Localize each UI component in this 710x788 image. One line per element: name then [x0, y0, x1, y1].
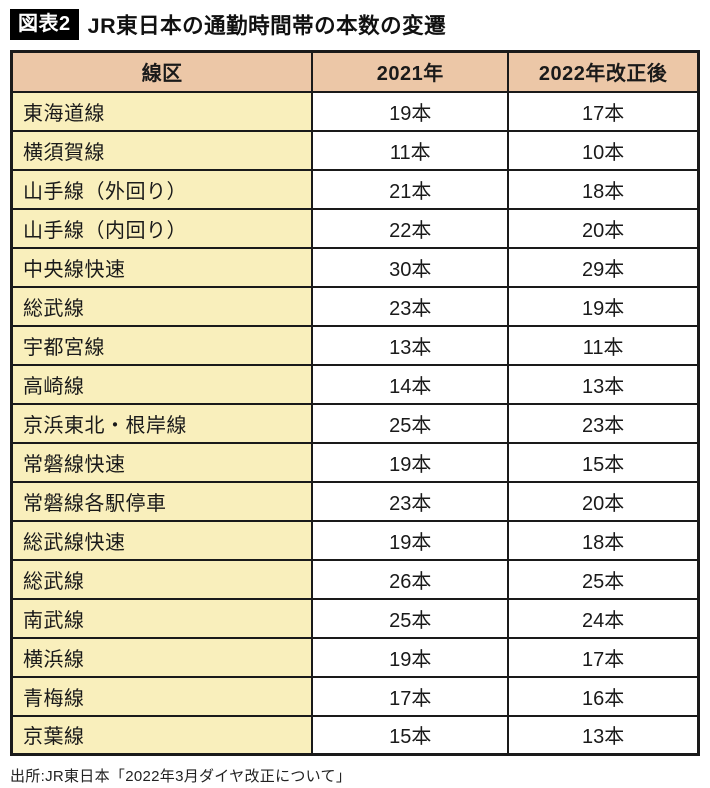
line-name-cell: 総武線快速	[10, 519, 314, 561]
line-name-cell: 横浜線	[10, 636, 314, 678]
table-row: 横須賀線 11本 10本	[10, 129, 700, 171]
table-row: 南武線 25本 24本	[10, 597, 700, 639]
table-row: 常磐線快速 19本 15本	[10, 441, 700, 483]
table-row: 横浜線 19本 17本	[10, 636, 700, 678]
line-name-cell: 常磐線快速	[10, 441, 314, 483]
count-2022-cell: 19本	[507, 285, 700, 327]
line-name-cell: 南武線	[10, 597, 314, 639]
figure-title: JR東日本の通勤時間帯の本数の変遷	[87, 13, 447, 38]
line-name-cell: 宇都宮線	[10, 324, 314, 366]
count-2022-cell: 18本	[507, 168, 700, 210]
column-header-2022-revised: 2022年改正後	[507, 50, 700, 93]
count-2021-cell: 25本	[311, 597, 510, 639]
table-row: 総武線 26本 25本	[10, 558, 700, 600]
count-2021-cell: 19本	[311, 636, 510, 678]
count-2021-cell: 14本	[311, 363, 510, 405]
count-2022-cell: 25本	[507, 558, 700, 600]
count-2021-cell: 19本	[311, 90, 510, 132]
count-2022-cell: 24本	[507, 597, 700, 639]
count-2021-cell: 23本	[311, 480, 510, 522]
count-2021-cell: 30本	[311, 246, 510, 288]
line-name-cell: 総武線	[10, 558, 314, 600]
line-name-cell: 横須賀線	[10, 129, 314, 171]
table-row: 山手線（外回り） 21本 18本	[10, 168, 700, 210]
count-2021-cell: 19本	[311, 441, 510, 483]
line-name-cell: 高崎線	[10, 363, 314, 405]
table-header: 線区 2021年 2022年改正後	[10, 50, 700, 93]
count-2022-cell: 20本	[507, 207, 700, 249]
count-2022-cell: 17本	[507, 90, 700, 132]
column-header-2021: 2021年	[311, 50, 510, 93]
count-2021-cell: 23本	[311, 285, 510, 327]
count-2022-cell: 20本	[507, 480, 700, 522]
count-2021-cell: 21本	[311, 168, 510, 210]
count-2022-cell: 29本	[507, 246, 700, 288]
count-2022-cell: 16本	[507, 675, 700, 717]
count-2021-cell: 19本	[311, 519, 510, 561]
table-row: 中央線快速 30本 29本	[10, 246, 700, 288]
count-2021-cell: 17本	[311, 675, 510, 717]
line-name-cell: 青梅線	[10, 675, 314, 717]
table-row: 総武線快速 19本 18本	[10, 519, 700, 561]
count-2021-cell: 26本	[311, 558, 510, 600]
count-2021-cell: 11本	[311, 129, 510, 171]
table-row: 青梅線 17本 16本	[10, 675, 700, 717]
count-2022-cell: 23本	[507, 402, 700, 444]
line-name-cell: 常磐線各駅停車	[10, 480, 314, 522]
count-2022-cell: 15本	[507, 441, 700, 483]
table-header-row: 線区 2021年 2022年改正後	[10, 50, 700, 93]
table-row: 総武線 23本 19本	[10, 285, 700, 327]
table-row: 山手線（内回り） 22本 20本	[10, 207, 700, 249]
count-2022-cell: 13本	[507, 714, 700, 756]
line-name-cell: 総武線	[10, 285, 314, 327]
line-name-cell: 東海道線	[10, 90, 314, 132]
count-2022-cell: 17本	[507, 636, 700, 678]
count-2022-cell: 18本	[507, 519, 700, 561]
count-2022-cell: 11本	[507, 324, 700, 366]
table-row: 常磐線各駅停車 23本 20本	[10, 480, 700, 522]
figure-number-badge: 図表2	[10, 8, 79, 40]
line-name-cell: 中央線快速	[10, 246, 314, 288]
count-2022-cell: 10本	[507, 129, 700, 171]
table-body: 東海道線 19本 17本 横須賀線 11本 10本 山手線（外回り） 21本 18本 山手線（内回…	[10, 90, 700, 756]
line-name-cell: 京葉線	[10, 714, 314, 756]
count-2021-cell: 15本	[311, 714, 510, 756]
column-header-line: 線区	[10, 50, 314, 93]
train-frequency-table: 線区 2021年 2022年改正後 東海道線 19本 17本 横須賀線 11本 10本 山手…	[10, 50, 700, 756]
table-row: 京葉線 15本 13本	[10, 714, 700, 756]
count-2021-cell: 22本	[311, 207, 510, 249]
table-row: 高崎線 14本 13本	[10, 363, 700, 405]
table-row: 宇都宮線 13本 11本	[10, 324, 700, 366]
table-row: 東海道線 19本 17本	[10, 90, 700, 132]
line-name-cell: 山手線（外回り）	[10, 168, 314, 210]
table-row: 京浜東北・根岸線 25本 23本	[10, 402, 700, 444]
line-name-cell: 山手線（内回り）	[10, 207, 314, 249]
source-attribution: 出所:JR東日本「2022年3月ダイヤ改正について」	[10, 768, 352, 785]
count-2022-cell: 13本	[507, 363, 700, 405]
line-name-cell: 京浜東北・根岸線	[10, 402, 314, 444]
figure-header: 図表2 JR東日本の通勤時間帯の本数の変遷	[10, 8, 700, 40]
count-2021-cell: 25本	[311, 402, 510, 444]
count-2021-cell: 13本	[311, 324, 510, 366]
